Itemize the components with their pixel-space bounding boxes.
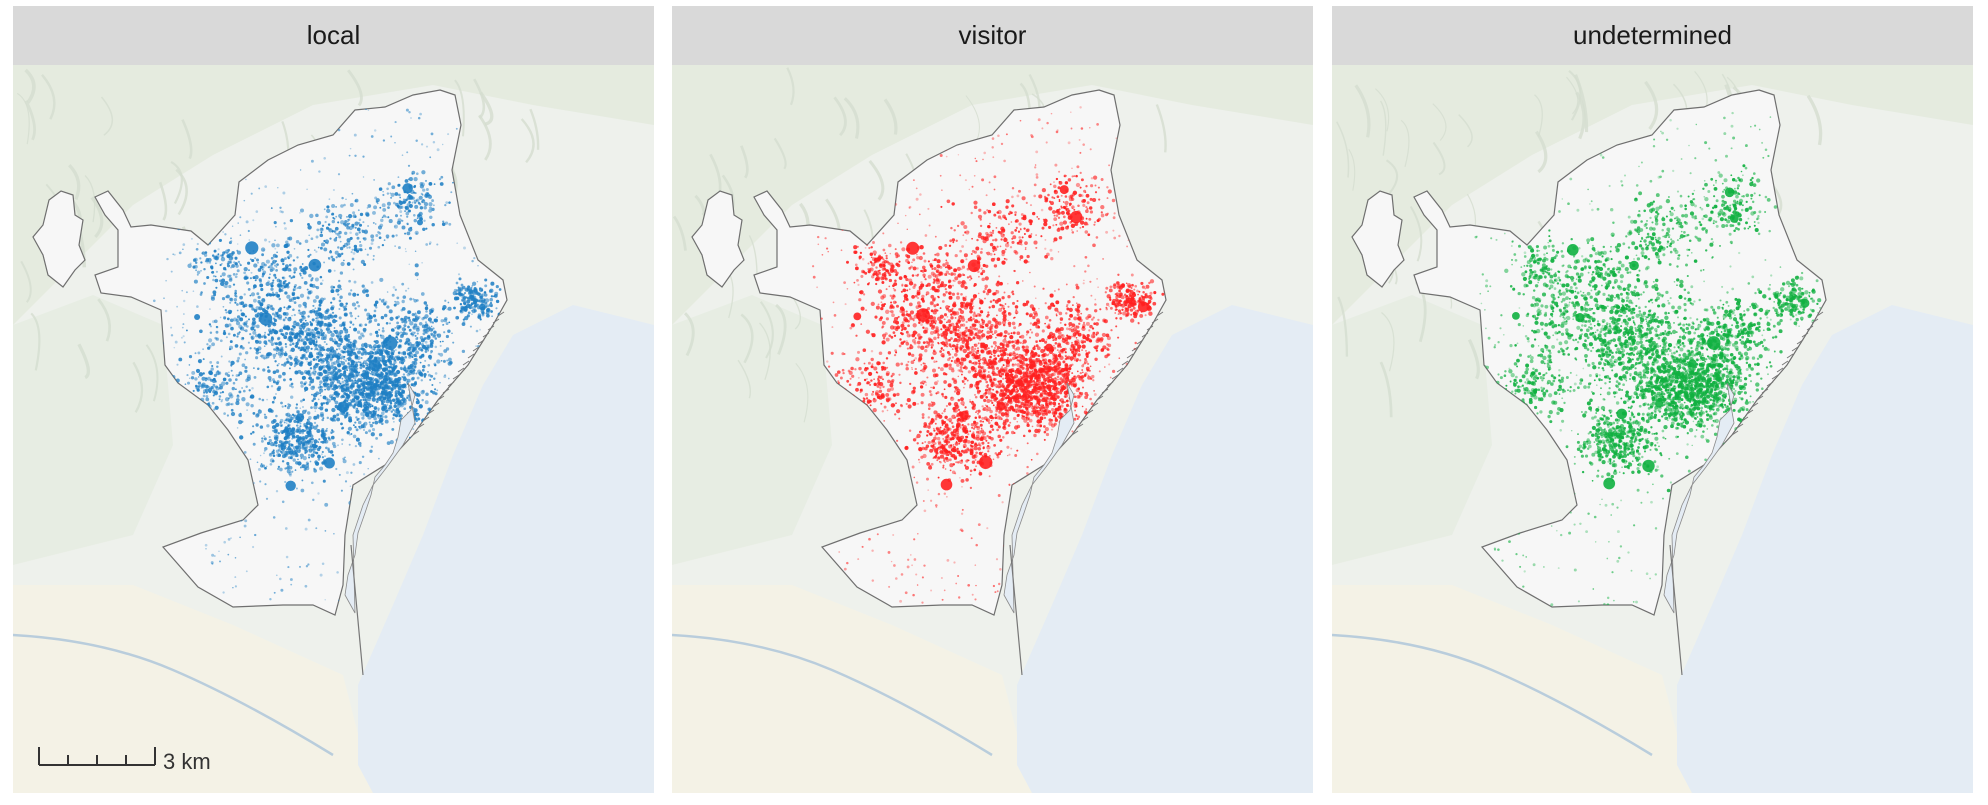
observation-points [1471, 103, 1826, 607]
scale-bar [38, 747, 156, 766]
port-area [1663, 382, 1735, 614]
port-area [344, 382, 416, 614]
map-local[interactable]: 3 km [13, 65, 654, 793]
panel-visitor: visitor [672, 6, 1313, 793]
port-area [1003, 382, 1075, 614]
city-boundary [753, 89, 1167, 616]
panel-undetermined: undetermined [1332, 6, 1973, 793]
scale-bar-label: 3 km [163, 749, 211, 774]
district-enclave [32, 190, 86, 288]
district-enclave [691, 190, 745, 288]
coastline-piers [1669, 311, 1824, 676]
observation-points [153, 107, 507, 604]
panel-local: local 3 km [13, 6, 654, 793]
panel-title-visitor: visitor [672, 6, 1313, 65]
coastline-piers [1009, 311, 1164, 676]
city-boundary [94, 89, 508, 616]
map-visitor[interactable] [672, 65, 1313, 793]
panel-title-local: local [13, 6, 654, 65]
panel-title-undetermined: undetermined [1332, 6, 1973, 65]
coastline-piers [350, 311, 505, 676]
district-enclave [1351, 190, 1405, 288]
map-undetermined[interactable] [1332, 65, 1973, 793]
